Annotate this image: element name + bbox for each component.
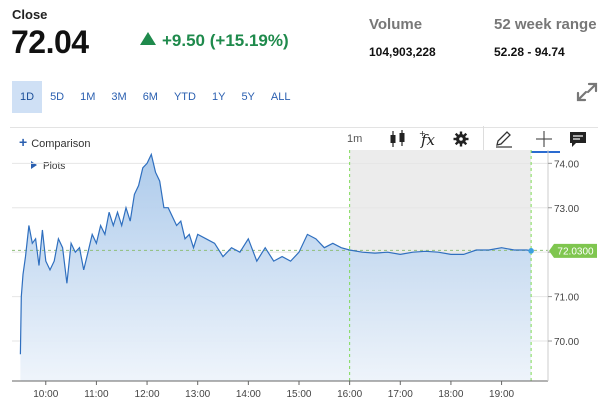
plots-label: Plots [43, 161, 66, 172]
x-tick-label: 12:00 [135, 389, 160, 400]
svg-text:fx: fx [420, 131, 436, 149]
volume-label: Volume [369, 16, 423, 33]
x-tick-label: 19:00 [489, 389, 514, 400]
y-tick-label: 73.00 [554, 204, 579, 215]
close-price: 72.04 [11, 24, 89, 60]
tab-all[interactable]: ALL [270, 91, 291, 103]
active-tool-indicator [530, 151, 560, 153]
tab-1d[interactable]: 1D [12, 81, 43, 113]
x-tick-label: 15:00 [286, 389, 311, 400]
plus-icon: + [19, 134, 28, 150]
tab-5d[interactable]: 5D [50, 91, 65, 103]
x-tick-label: 14:00 [236, 389, 261, 400]
close-label: Close [12, 7, 48, 22]
x-tick-label: 11:00 [84, 389, 109, 400]
x-tick-label: 10:00 [33, 389, 58, 400]
volume-value: 104,903,228 [369, 45, 436, 59]
y-tick-label: 74.00 [554, 159, 579, 170]
tab-5y[interactable]: 5Y [241, 91, 255, 103]
toolbar-divider [10, 127, 598, 128]
toolbar-separator [483, 126, 484, 152]
comparison-label: Comparison [31, 138, 91, 150]
tab-1y[interactable]: 1Y [211, 91, 226, 103]
price-chart[interactable]: 10:00 11:00 12:00 13:00 14:00 15:00 16:00 17:00… [0, 150, 600, 406]
range-label: 52 week range [494, 16, 597, 33]
gear-icon[interactable] [449, 128, 473, 150]
pencil-icon[interactable] [492, 128, 516, 150]
timeframe-tabs: 1D 5D 1M 3M 6M YTD 1Y 5Y ALL [12, 81, 298, 113]
svg-text:+: + [419, 129, 426, 138]
comment-icon[interactable] [566, 128, 590, 150]
price-area [20, 154, 532, 381]
price-change-value: +9.50 (+15.19%) [162, 31, 289, 50]
x-tick-label: 17:00 [388, 389, 413, 400]
up-arrow-icon [140, 32, 156, 45]
last-price-dot [528, 248, 534, 254]
expand-icon[interactable] [576, 82, 598, 102]
crosshair-icon[interactable] [532, 128, 556, 150]
x-tick-label: 18:00 [438, 389, 463, 400]
y-tick-label: 71.00 [554, 293, 579, 304]
comparison-button[interactable]: + Comparison [19, 134, 91, 150]
interval-button[interactable]: 1m [347, 133, 363, 145]
x-tick-label: 16:00 [337, 389, 362, 400]
candlestick-icon[interactable] [386, 128, 410, 150]
range-value: 52.28 - 94.74 [494, 45, 565, 59]
tab-6m[interactable]: 6M [142, 91, 158, 103]
y-tick-label: 70.00 [554, 337, 579, 348]
price-line [19, 152, 532, 355]
last-price-tag-text: 72.0300 [557, 246, 594, 257]
tab-ytd[interactable]: YTD [173, 91, 196, 103]
x-tick-label: 13:00 [185, 389, 210, 400]
last-price-tag: 72.0300 [549, 243, 597, 258]
triangle-right-icon [31, 161, 37, 169]
plots-toggle[interactable]: Plots [31, 161, 65, 172]
tab-1m[interactable]: 1M [80, 91, 96, 103]
price-change: +9.50 (+15.19%) [140, 31, 289, 51]
tab-3m[interactable]: 3M [111, 91, 127, 103]
function-fx-icon[interactable]: fx + [418, 128, 442, 150]
